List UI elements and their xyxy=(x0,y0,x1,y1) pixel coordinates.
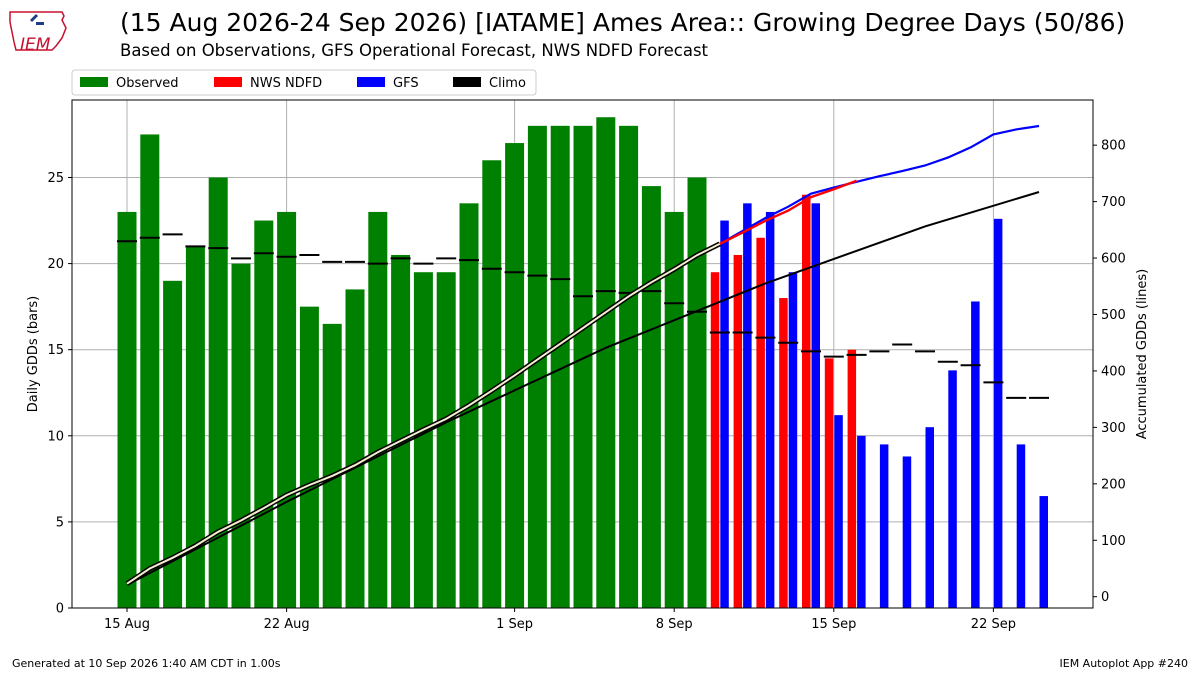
climo-daily-markers xyxy=(117,233,1049,399)
legend-swatch-climo xyxy=(453,77,481,87)
observed-bar xyxy=(322,323,342,608)
gfs-bar xyxy=(857,435,866,608)
x-tick-label: 22 Aug xyxy=(264,617,310,632)
x-axis: 15 Aug 22 Aug 1 Sep 8 Sep 15 Sep 22 Sep xyxy=(104,608,1016,632)
observed-bar xyxy=(619,125,639,608)
observed-bar xyxy=(185,246,205,609)
accumulated-lines xyxy=(125,124,1040,586)
legend-swatch-ndfd xyxy=(214,77,242,87)
right-tick-label: 500 xyxy=(1101,308,1126,323)
observed-bar xyxy=(641,186,661,609)
legend-swatch-gfs xyxy=(357,77,385,87)
chart-subtitle: Based on Observations, GFS Operational F… xyxy=(120,41,709,60)
right-tick-label: 700 xyxy=(1101,195,1126,210)
gfs-bar xyxy=(743,203,752,609)
gfs-bar xyxy=(925,427,934,608)
right-tick-label: 300 xyxy=(1101,421,1126,436)
right-tick-label: 800 xyxy=(1101,139,1126,154)
footer-generated: Generated at 10 Sep 2026 1:40 AM CDT in … xyxy=(12,657,281,670)
x-tick-label: 1 Sep xyxy=(496,617,533,632)
logo-text: IEM xyxy=(20,35,51,55)
legend-frame xyxy=(71,69,537,96)
gfs-bar xyxy=(879,444,889,608)
plot-frame xyxy=(71,99,1094,609)
observed-bar xyxy=(345,289,365,608)
left-axis: 0 5 10 15 20 25 xyxy=(47,171,72,617)
observed-bar xyxy=(413,272,433,608)
gfs-bar xyxy=(971,301,980,608)
legend-swatch-observed xyxy=(80,77,108,87)
legend: Observed NWS NDFD GFS Climo xyxy=(71,69,537,96)
right-tick-label: 400 xyxy=(1101,364,1126,379)
left-tick-label: 15 xyxy=(47,343,64,358)
gfs-accum-line xyxy=(719,124,1040,245)
observed-bar xyxy=(117,211,137,609)
observed-bar xyxy=(140,134,160,608)
right-tick-label: 600 xyxy=(1101,252,1126,267)
iem-logo: IEM xyxy=(6,6,70,64)
gfs-bar xyxy=(1016,444,1026,608)
observed-bar xyxy=(687,177,707,609)
observed-bar xyxy=(550,125,570,608)
left-tick-label: 5 xyxy=(56,515,64,530)
gfs-bar xyxy=(993,218,1003,608)
gfs-bar xyxy=(834,415,843,608)
right-tick-label: 0 xyxy=(1101,590,1109,605)
ndfd-bar xyxy=(779,298,788,608)
observed-bar xyxy=(163,280,183,608)
left-axis-label: Daily GDDs (bars) xyxy=(26,296,41,413)
climo-accum-line xyxy=(126,191,1040,586)
chart-title: (15 Aug 2026-24 Sep 2026) [IATAME] Ames … xyxy=(120,8,1126,37)
ndfd-bar xyxy=(733,254,743,609)
observed-bar xyxy=(368,211,388,609)
ndfd-bar xyxy=(847,349,857,608)
observed-bar xyxy=(596,117,616,608)
right-tick-label: 100 xyxy=(1101,534,1126,549)
observed-bar xyxy=(299,306,319,608)
right-axis-label: Accumulated GDDs (lines) xyxy=(1135,269,1150,440)
daily-bars xyxy=(117,117,1048,609)
right-tick-label: 200 xyxy=(1101,477,1126,492)
ndfd-bar xyxy=(824,358,834,608)
gfs-bar xyxy=(902,456,912,608)
x-tick-label: 15 Aug xyxy=(104,617,150,632)
observed-bar xyxy=(208,177,228,609)
ndfd-bar xyxy=(710,272,720,608)
ndfd-bar xyxy=(756,237,765,609)
ndfd-accum-line xyxy=(719,179,858,245)
observed-bar xyxy=(277,211,297,609)
legend-label-gfs: GFS xyxy=(393,76,419,91)
x-tick-label: 8 Sep xyxy=(656,617,693,632)
legend-label-climo: Climo xyxy=(489,76,526,91)
observed-bar xyxy=(231,263,251,608)
observed-bar xyxy=(527,125,547,608)
gfs-bar xyxy=(948,370,957,608)
gfs-bar xyxy=(788,272,798,608)
left-tick-label: 10 xyxy=(47,429,64,444)
x-tick-label: 15 Sep xyxy=(811,617,856,632)
left-tick-label: 20 xyxy=(47,257,64,272)
observed-bar xyxy=(436,272,456,608)
footer-app: IEM Autoplot App #240 xyxy=(1059,657,1189,670)
gfs-bar xyxy=(765,211,775,609)
observed-bar xyxy=(254,220,274,609)
legend-label-observed: Observed xyxy=(116,76,179,91)
observed-bar xyxy=(482,160,502,608)
left-tick-label: 25 xyxy=(47,171,64,186)
gfs-bar xyxy=(811,203,820,609)
right-axis: 0 100 200 300 400 500 600 700 800 xyxy=(1093,139,1126,605)
legend-label-ndfd: NWS NDFD xyxy=(250,76,322,91)
observed-accum-line xyxy=(126,243,721,585)
gfs-bar xyxy=(1039,496,1048,608)
observed-bar xyxy=(391,254,411,609)
observed-bar xyxy=(573,125,593,608)
left-tick-label: 0 xyxy=(56,602,64,617)
x-tick-label: 22 Sep xyxy=(971,617,1016,632)
gfs-bar xyxy=(720,220,729,609)
observed-bar xyxy=(664,211,684,609)
ndfd-bar xyxy=(802,194,811,609)
